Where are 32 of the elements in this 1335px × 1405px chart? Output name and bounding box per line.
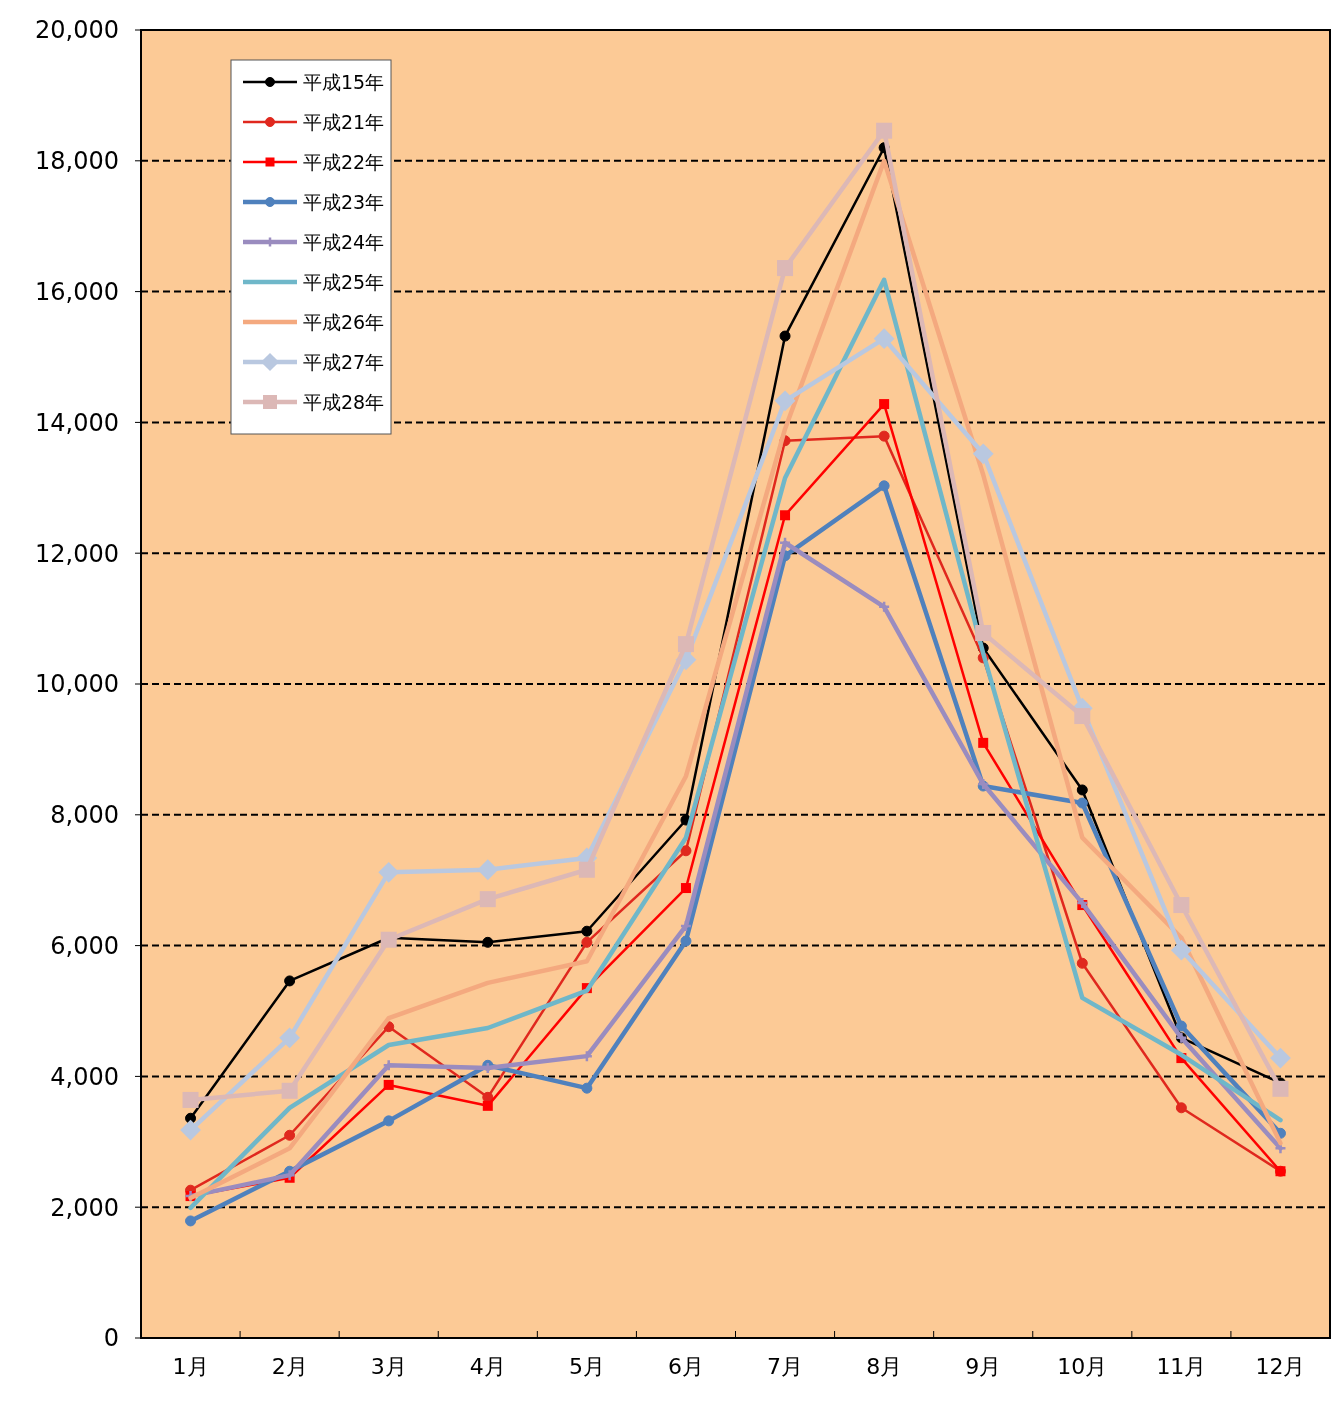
- x-tick-label: 8月: [866, 1354, 903, 1379]
- x-tick-label: 2月: [271, 1354, 308, 1379]
- x-tick-label: 4月: [469, 1354, 506, 1379]
- x-tick-label: 6月: [667, 1354, 704, 1379]
- y-tick-label: 20,000: [35, 16, 119, 45]
- x-tick-label: 12月: [1255, 1354, 1306, 1379]
- y-tick-label: 2,000: [50, 1193, 119, 1222]
- legend-label: 平成25年: [303, 270, 385, 293]
- legend-label: 平成21年: [303, 110, 385, 133]
- x-tick-label: 1月: [172, 1354, 209, 1379]
- legend-label: 平成23年: [303, 190, 385, 213]
- x-tick-label: 7月: [767, 1354, 804, 1379]
- x-tick-label: 10月: [1057, 1354, 1108, 1379]
- y-tick-label: 10,000: [35, 670, 119, 699]
- legend-label: 平成15年: [303, 70, 385, 93]
- legend-label: 平成22年: [303, 150, 385, 173]
- legend-label: 平成24年: [303, 230, 385, 253]
- legend-label: 平成27年: [303, 350, 385, 373]
- x-tick-label: 3月: [370, 1354, 407, 1379]
- y-tick-label: 4,000: [50, 1062, 119, 1091]
- y-tick-label: 14,000: [35, 408, 119, 437]
- x-tick-label: 5月: [568, 1354, 605, 1379]
- y-tick-label: 18,000: [35, 147, 119, 176]
- legend-label: 平成28年: [303, 390, 385, 413]
- x-tick-label: 11月: [1156, 1354, 1207, 1379]
- y-tick-label: 0: [103, 1324, 119, 1353]
- y-tick-label: 12,000: [35, 539, 119, 568]
- legend-label: 平成26年: [303, 310, 385, 333]
- y-tick-label: 16,000: [35, 278, 119, 306]
- x-tick-label: 9月: [965, 1354, 1002, 1379]
- y-tick-label: 8,000: [50, 801, 119, 830]
- y-tick-label: 6,000: [50, 932, 119, 960]
